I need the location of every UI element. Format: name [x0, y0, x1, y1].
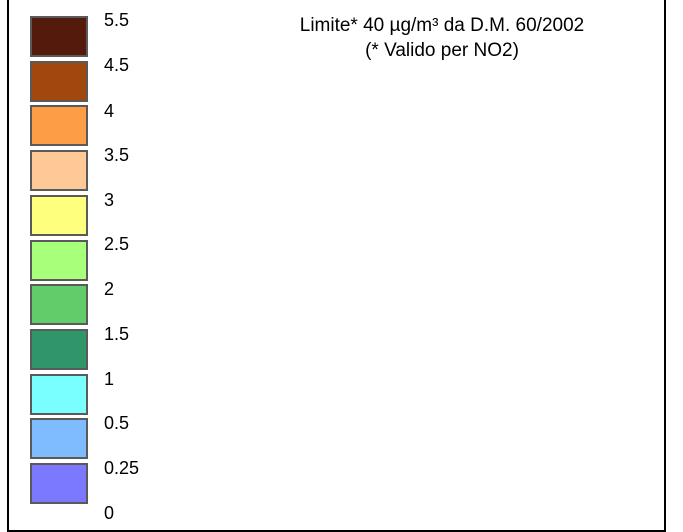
legend-swatch [30, 194, 88, 236]
legend-tick-label: 4 [104, 101, 115, 121]
legend-tick-label: 4.5 [104, 55, 130, 75]
legend-tick-label: 2 [104, 279, 115, 299]
legend-tick-label: 3 [104, 190, 115, 210]
legend-tick-label: 0 [104, 503, 115, 523]
legend-swatch [30, 16, 88, 57]
limit-note-line-2: (* Valido per NO2) [365, 40, 519, 61]
legend-swatch [30, 463, 88, 504]
legend-swatch [30, 105, 88, 147]
legend-tick-label: 0.25 [104, 458, 140, 478]
legend-swatch [30, 284, 88, 326]
legend-tick-label: 2.5 [104, 234, 130, 254]
legend-swatch [30, 150, 88, 192]
legend-tick-label: 1.5 [104, 324, 130, 344]
legend-tick-label: 1 [104, 369, 115, 389]
legend-tick-label: 3.5 [104, 145, 130, 165]
color-scale-legend: 5.5 4.5 4 3.5 3 2.5 2 1.5 1 0.5 0.25 0 [0, 0, 200, 530]
legend-swatch [30, 328, 88, 370]
limit-note-line-1: Limite* 40 µg/m³ da D.M. 60/2002 [299, 15, 585, 36]
legend-swatch [30, 418, 88, 460]
legend-swatch [30, 373, 88, 415]
legend-tick-label: 5.5 [104, 10, 130, 30]
limit-note: Limite* 40 µg/m³ da D.M. 60/2002 (* Vali… [232, 13, 652, 63]
legend-tick-label: 0.5 [104, 413, 130, 433]
legend-swatch [30, 60, 88, 102]
legend-swatch [30, 239, 88, 281]
